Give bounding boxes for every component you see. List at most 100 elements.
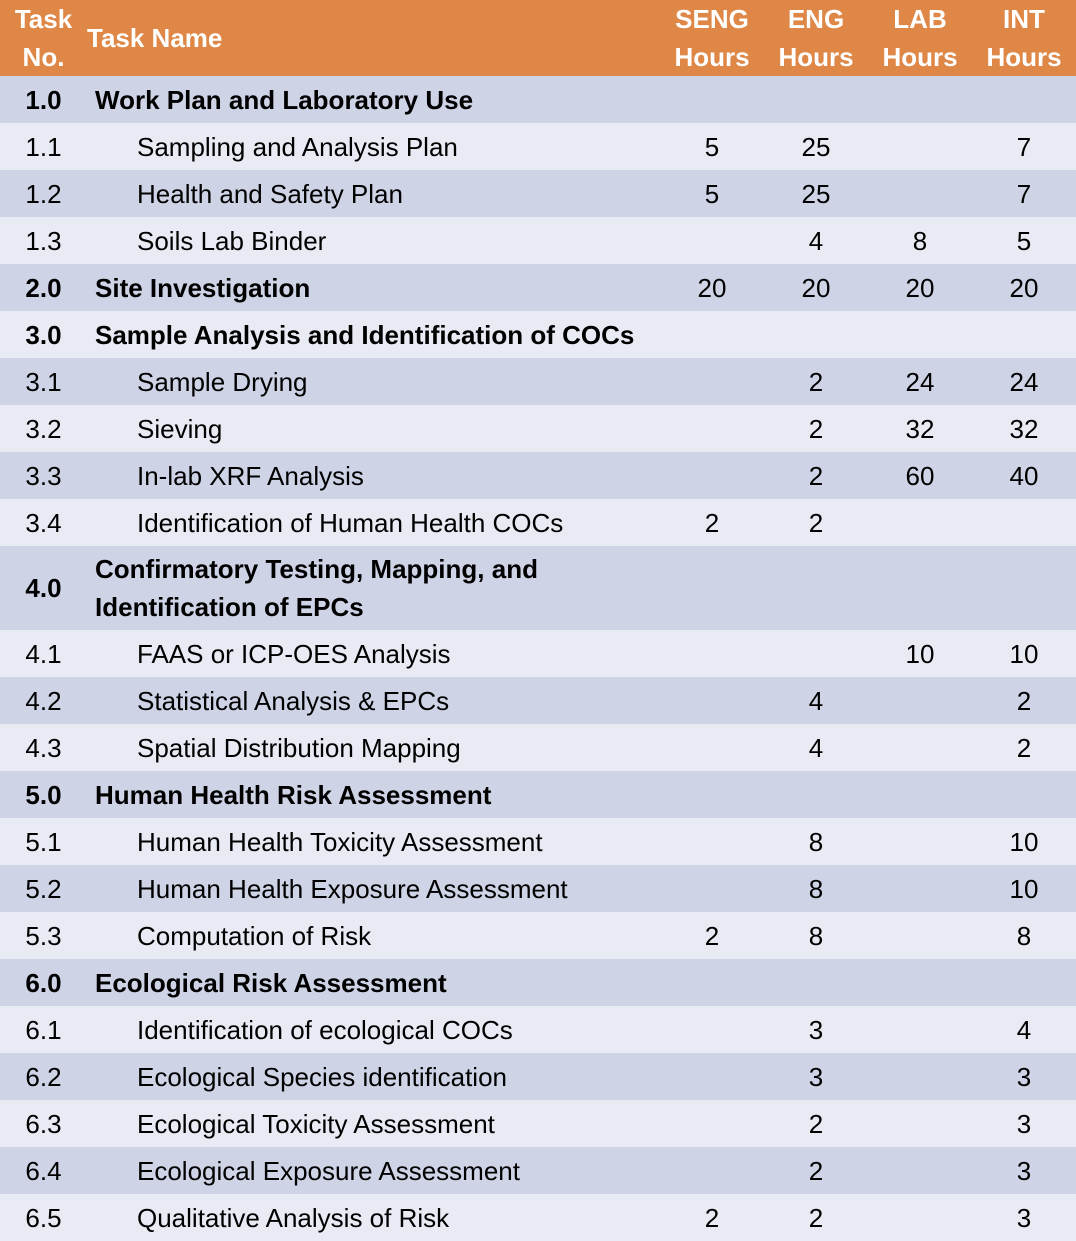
lab-hours-cell: [868, 771, 972, 818]
eng-hours-cell: 8: [808, 920, 824, 951]
eng-hours-cell: 2: [808, 507, 824, 538]
int-hours-cell: 3: [1016, 1061, 1032, 1092]
lab-hours-cell: 20: [905, 272, 935, 303]
lab-hours-cell: [868, 818, 972, 865]
table-row: 5.2 Human Health Exposure Assessment 8 10: [0, 865, 1076, 912]
task-number-cell: 3.2: [25, 413, 62, 444]
task-name-cell: Sample Analysis and Identification of CO…: [95, 319, 635, 350]
int-hours-cell: 3: [1016, 1202, 1032, 1233]
seng-hours-cell: [660, 677, 764, 724]
seng-hours-cell: [660, 771, 764, 818]
task-group-row: 2.0 Site Investigation 20 20 20 20: [0, 264, 1076, 311]
eng-hours-cell: [764, 76, 868, 123]
lab-hours-cell: 8: [912, 225, 928, 256]
task-number-cell: 6.2: [25, 1061, 62, 1092]
task-group-row: 1.0 Work Plan and Laboratory Use: [0, 76, 1076, 123]
eng-hours-cell: 2: [808, 366, 824, 397]
task-number-cell: 1.1: [25, 131, 62, 162]
table-row: 5.3 Computation of Risk 2 8 8: [0, 912, 1076, 959]
task-name-cell: Identification of Human Health COCs: [137, 507, 564, 538]
int-hours-cell: 32: [1009, 413, 1039, 444]
task-number-cell: 4.0: [25, 573, 62, 603]
eng-hours-cell: [764, 546, 868, 630]
seng-hours-cell: [660, 311, 764, 358]
int-hours-cell: 2: [1016, 685, 1032, 716]
header-seng-hours: SENG Hours: [674, 4, 750, 72]
task-name-cell: Soils Lab Binder: [137, 225, 327, 256]
table-header: Task No. Task Name SENG Hours ENG Hours …: [0, 0, 1076, 76]
table-row: 3.4 Identification of Human Health COCs 2 2: [0, 499, 1076, 546]
table-row: 3.3 In-lab XRF Analysis 2 60 40: [0, 452, 1076, 499]
int-hours-cell: 3: [1016, 1108, 1032, 1139]
eng-hours-cell: 2: [808, 460, 824, 491]
task-number-cell: 3.3: [25, 460, 62, 491]
int-hours-cell: 2: [1016, 732, 1032, 763]
table-row: 3.2 Sieving 2 32 32: [0, 405, 1076, 452]
task-number-cell: 4.1: [25, 638, 62, 669]
task-name-cell: In-lab XRF Analysis: [137, 460, 364, 491]
task-number-cell: 2.0: [25, 272, 62, 303]
lab-hours-cell: [868, 912, 972, 959]
int-hours-cell: [972, 311, 1076, 358]
table-body: 1.0 Work Plan and Laboratory Use 1.1 Sampli…: [0, 76, 1076, 1241]
task-group-row: 5.0 Human Health Risk Assessment: [0, 771, 1076, 818]
eng-hours-cell: 2: [808, 1108, 824, 1139]
seng-hours-cell: [660, 358, 764, 405]
task-number-cell: 6.5: [25, 1202, 62, 1233]
table-row: 1.1 Sampling and Analysis Plan 5 25 7: [0, 123, 1076, 170]
table-row: 6.2 Ecological Species identification 3 3: [0, 1053, 1076, 1100]
task-group-row: 3.0 Sample Analysis and Identification of…: [0, 311, 1076, 358]
task-name-cell: Statistical Analysis & EPCs: [137, 685, 450, 716]
seng-hours-cell: [660, 1053, 764, 1100]
lab-hours-cell: [868, 1100, 972, 1147]
task-number-cell: 6.1: [25, 1014, 62, 1045]
task-name-cell: Sampling and Analysis Plan: [137, 131, 458, 162]
task-number-cell: 4.3: [25, 732, 62, 763]
header-lab-hours: LAB Hours: [882, 4, 958, 72]
task-name-cell: Sieving: [137, 413, 223, 444]
lab-hours-cell: [868, 1147, 972, 1194]
eng-hours-cell: [764, 630, 868, 677]
lab-hours-cell: [868, 76, 972, 123]
lab-hours-cell: [868, 499, 972, 546]
task-name-cell: Sample Drying: [137, 366, 308, 397]
task-name-cell: Human Health Risk Assessment: [95, 779, 492, 810]
lab-hours-cell: 10: [905, 638, 935, 669]
int-hours-cell: 8: [1016, 920, 1032, 951]
lab-hours-cell: 60: [905, 460, 935, 491]
int-hours-cell: 7: [1016, 131, 1032, 162]
task-name-cell: Ecological Toxicity Assessment: [137, 1108, 495, 1139]
task-name-cell: Computation of Risk: [137, 920, 372, 951]
task-number-cell: 5.3: [25, 920, 62, 951]
table-row: 6.3 Ecological Toxicity Assessment 2 3: [0, 1100, 1076, 1147]
eng-hours-cell: 4: [808, 685, 824, 716]
eng-hours-cell: [764, 959, 868, 1006]
header-eng-hours: ENG Hours: [778, 4, 854, 72]
task-number-cell: 3.0: [25, 319, 62, 350]
int-hours-cell: 10: [1009, 638, 1039, 669]
seng-hours-cell: [660, 818, 764, 865]
task-group-row: 6.0 Ecological Risk Assessment: [0, 959, 1076, 1006]
table-row: 1.2 Health and Safety Plan 5 25 7: [0, 170, 1076, 217]
seng-hours-cell: [660, 452, 764, 499]
header-task-no: Task No.: [14, 4, 73, 72]
eng-hours-cell: 2: [808, 1202, 824, 1233]
eng-hours-cell: [764, 311, 868, 358]
task-number-cell: 1.0: [25, 84, 62, 115]
task-number-cell: 5.2: [25, 873, 62, 904]
lab-hours-cell: [868, 677, 972, 724]
task-name-cell: Identification of ecological COCs: [137, 1014, 513, 1045]
task-number-cell: 5.0: [25, 779, 62, 810]
seng-hours-cell: [660, 959, 764, 1006]
eng-hours-cell: 8: [808, 826, 824, 857]
lab-hours-cell: [868, 959, 972, 1006]
lab-hours-cell: [868, 170, 972, 217]
lab-hours-cell: 24: [905, 366, 935, 397]
task-number-cell: 1.3: [25, 225, 62, 256]
task-name-cell: Human Health Toxicity Assessment: [137, 826, 543, 857]
task-name-cell: Site Investigation: [95, 272, 311, 303]
int-hours-cell: 5: [1016, 225, 1032, 256]
lab-hours-cell: [868, 311, 972, 358]
eng-hours-cell: 3: [808, 1061, 824, 1092]
